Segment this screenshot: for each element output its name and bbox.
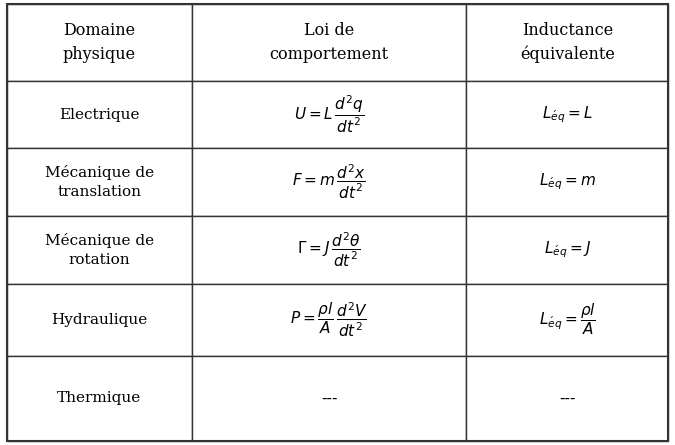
Polygon shape [466,4,668,81]
Polygon shape [192,216,466,283]
Text: $P = \dfrac{\rho l}{A}\,\dfrac{d^2V}{dt^2}$: $P = \dfrac{\rho l}{A}\,\dfrac{d^2V}{dt^… [290,300,368,339]
Polygon shape [7,4,192,81]
Text: ---: --- [559,391,576,405]
Text: Domaine
physique: Domaine physique [63,22,136,63]
Text: $L_{\acute{e}q} = J$: $L_{\acute{e}q} = J$ [544,239,591,260]
Polygon shape [192,81,466,148]
Text: Hydraulique: Hydraulique [51,312,147,327]
Text: ---: --- [321,391,338,405]
Polygon shape [7,81,192,148]
Text: $U = L\,\dfrac{d^2q}{dt^2}$: $U = L\,\dfrac{d^2q}{dt^2}$ [294,94,364,135]
Text: Mécanique de
translation: Mécanique de translation [45,165,154,199]
Text: $\Gamma = J\,\dfrac{d^2\theta}{dt^2}$: $\Gamma = J\,\dfrac{d^2\theta}{dt^2}$ [298,231,361,269]
Text: Mécanique de
rotation: Mécanique de rotation [45,232,154,267]
Text: $L_{\acute{e}q} = \dfrac{\rho l}{A}$: $L_{\acute{e}q} = \dfrac{\rho l}{A}$ [539,302,596,337]
Polygon shape [466,148,668,216]
Polygon shape [7,356,192,441]
Text: $L_{\acute{e}q} = L$: $L_{\acute{e}q} = L$ [542,104,593,125]
Text: Inductance
équivalente: Inductance équivalente [520,22,615,63]
Polygon shape [466,81,668,148]
Polygon shape [192,4,466,81]
Polygon shape [466,283,668,356]
Polygon shape [192,148,466,216]
Polygon shape [192,356,466,441]
Text: $F = m\,\dfrac{d^2x}{dt^2}$: $F = m\,\dfrac{d^2x}{dt^2}$ [292,163,367,201]
Text: Loi de
comportement: Loi de comportement [270,22,389,63]
Text: Thermique: Thermique [57,391,142,405]
Polygon shape [7,283,192,356]
Text: Electrique: Electrique [59,108,140,121]
Polygon shape [7,148,192,216]
Polygon shape [466,356,668,441]
Polygon shape [466,216,668,283]
Polygon shape [7,216,192,283]
Text: $L_{\acute{e}q} = m$: $L_{\acute{e}q} = m$ [539,172,596,192]
Polygon shape [192,283,466,356]
